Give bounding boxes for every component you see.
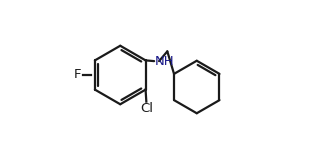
Text: Cl: Cl xyxy=(140,102,153,115)
Text: NH: NH xyxy=(155,55,174,68)
Text: F: F xyxy=(74,69,81,81)
